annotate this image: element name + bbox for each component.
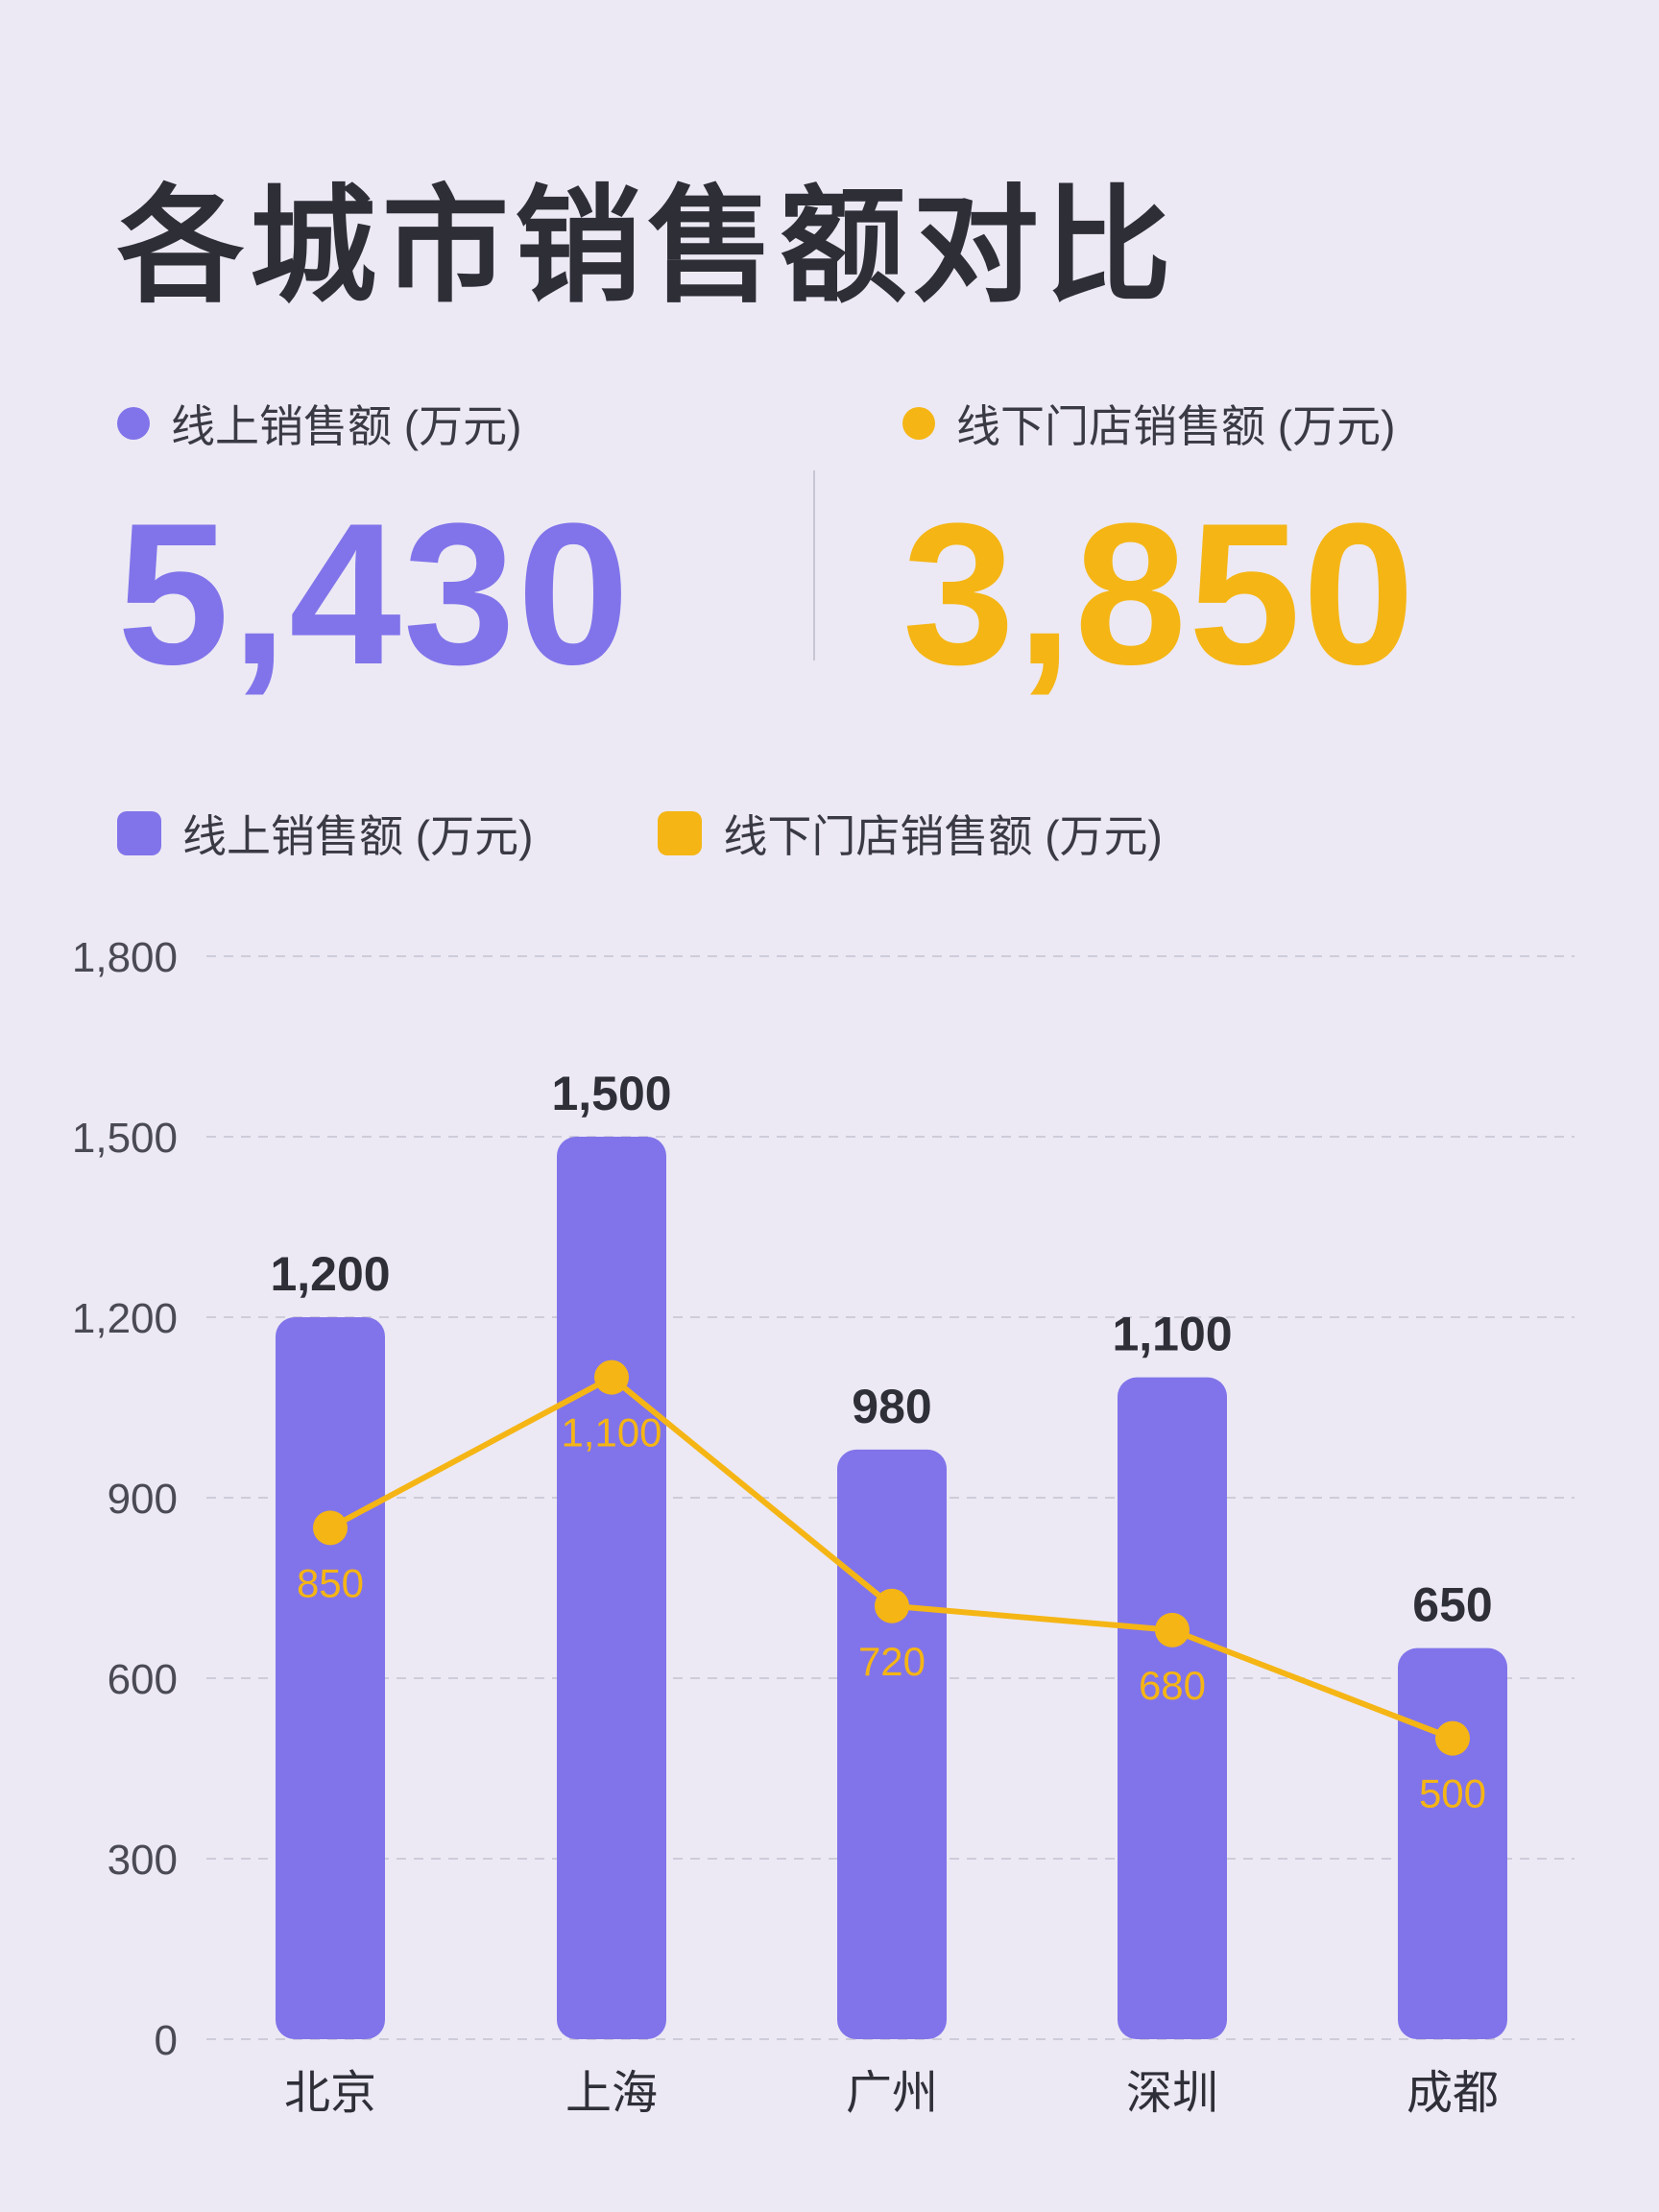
y-tick-label: 1,800	[72, 934, 178, 981]
kpi-divider	[813, 470, 815, 661]
page-title: 各城市销售额对比	[117, 176, 1177, 317]
offline-dot-icon	[902, 407, 935, 440]
bar-value-label: 650	[1412, 1578, 1492, 1632]
legend-item-offline: 线下门店销售额 (万元)	[658, 802, 1163, 865]
line-point	[313, 1510, 348, 1546]
y-tick-label: 1,500	[72, 1115, 178, 1162]
bar	[1118, 1377, 1227, 2039]
y-tick-label: 300	[108, 1837, 178, 1884]
legend-online-label: 线上销售额 (万元)	[182, 811, 534, 861]
kpi-online-label: 线上销售额 (万元)	[171, 401, 522, 451]
bar	[276, 1317, 385, 2039]
online-swatch-icon	[117, 811, 161, 855]
x-tick-label: 北京	[284, 2068, 376, 2119]
offline-swatch-icon	[658, 811, 703, 855]
legend-item-online: 线上销售额 (万元)	[117, 802, 533, 865]
line-value-label: 680	[1139, 1663, 1206, 1708]
line-point	[1435, 1720, 1470, 1756]
bar	[1398, 1647, 1507, 2039]
x-tick-label: 深圳	[1126, 2068, 1218, 2119]
bar-value-label: 980	[852, 1380, 931, 1433]
online-dot-icon	[117, 407, 150, 440]
y-tick-label: 1,200	[72, 1295, 178, 1342]
chart-legend: 线上销售额 (万元) 线下门店销售额 (万元)	[117, 802, 1163, 865]
kpi-online-value: 5,430	[117, 481, 632, 707]
x-tick-label: 广州	[846, 2068, 938, 2119]
bar	[837, 1449, 947, 2039]
bar-value-label: 1,200	[270, 1247, 390, 1301]
legend-offline-label: 线下门店销售额 (万元)	[723, 811, 1163, 861]
kpi-offline: 线下门店销售额 (万元) 3,850	[902, 392, 1417, 695]
kpi-online: 线上销售额 (万元) 5,430	[117, 392, 632, 695]
y-tick-label: 600	[108, 1656, 178, 1703]
bar-value-label: 1,100	[1112, 1308, 1232, 1361]
x-tick-label: 成都	[1407, 2068, 1499, 2119]
line-value-label: 850	[297, 1560, 364, 1605]
line-point	[1155, 1612, 1190, 1647]
line-value-label: 720	[858, 1639, 926, 1684]
line-value-label: 1,100	[561, 1410, 661, 1455]
bar-value-label: 1,500	[551, 1067, 671, 1120]
bar	[557, 1137, 666, 2039]
y-tick-label: 0	[155, 2017, 178, 2064]
kpi-offline-label: 线下门店销售额 (万元)	[956, 401, 1396, 451]
y-tick-label: 900	[108, 1476, 178, 1523]
kpi-offline-value: 3,850	[902, 481, 1417, 707]
line-point	[875, 1588, 909, 1623]
line-value-label: 500	[1419, 1771, 1486, 1816]
line-point	[594, 1359, 629, 1395]
x-tick-label: 上海	[565, 2068, 658, 2119]
